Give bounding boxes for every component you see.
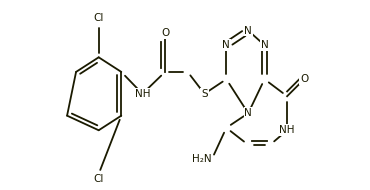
Text: NH: NH [135, 89, 150, 99]
Text: Cl: Cl [94, 13, 104, 23]
Text: N: N [260, 40, 268, 50]
Text: O: O [300, 74, 308, 84]
Text: H₂N: H₂N [192, 154, 212, 164]
Text: N: N [244, 26, 252, 36]
Text: N: N [222, 40, 230, 50]
Text: O: O [161, 28, 169, 38]
Text: S: S [201, 89, 208, 99]
Text: N: N [244, 108, 252, 118]
Text: NH: NH [279, 125, 295, 135]
Text: Cl: Cl [94, 174, 104, 184]
